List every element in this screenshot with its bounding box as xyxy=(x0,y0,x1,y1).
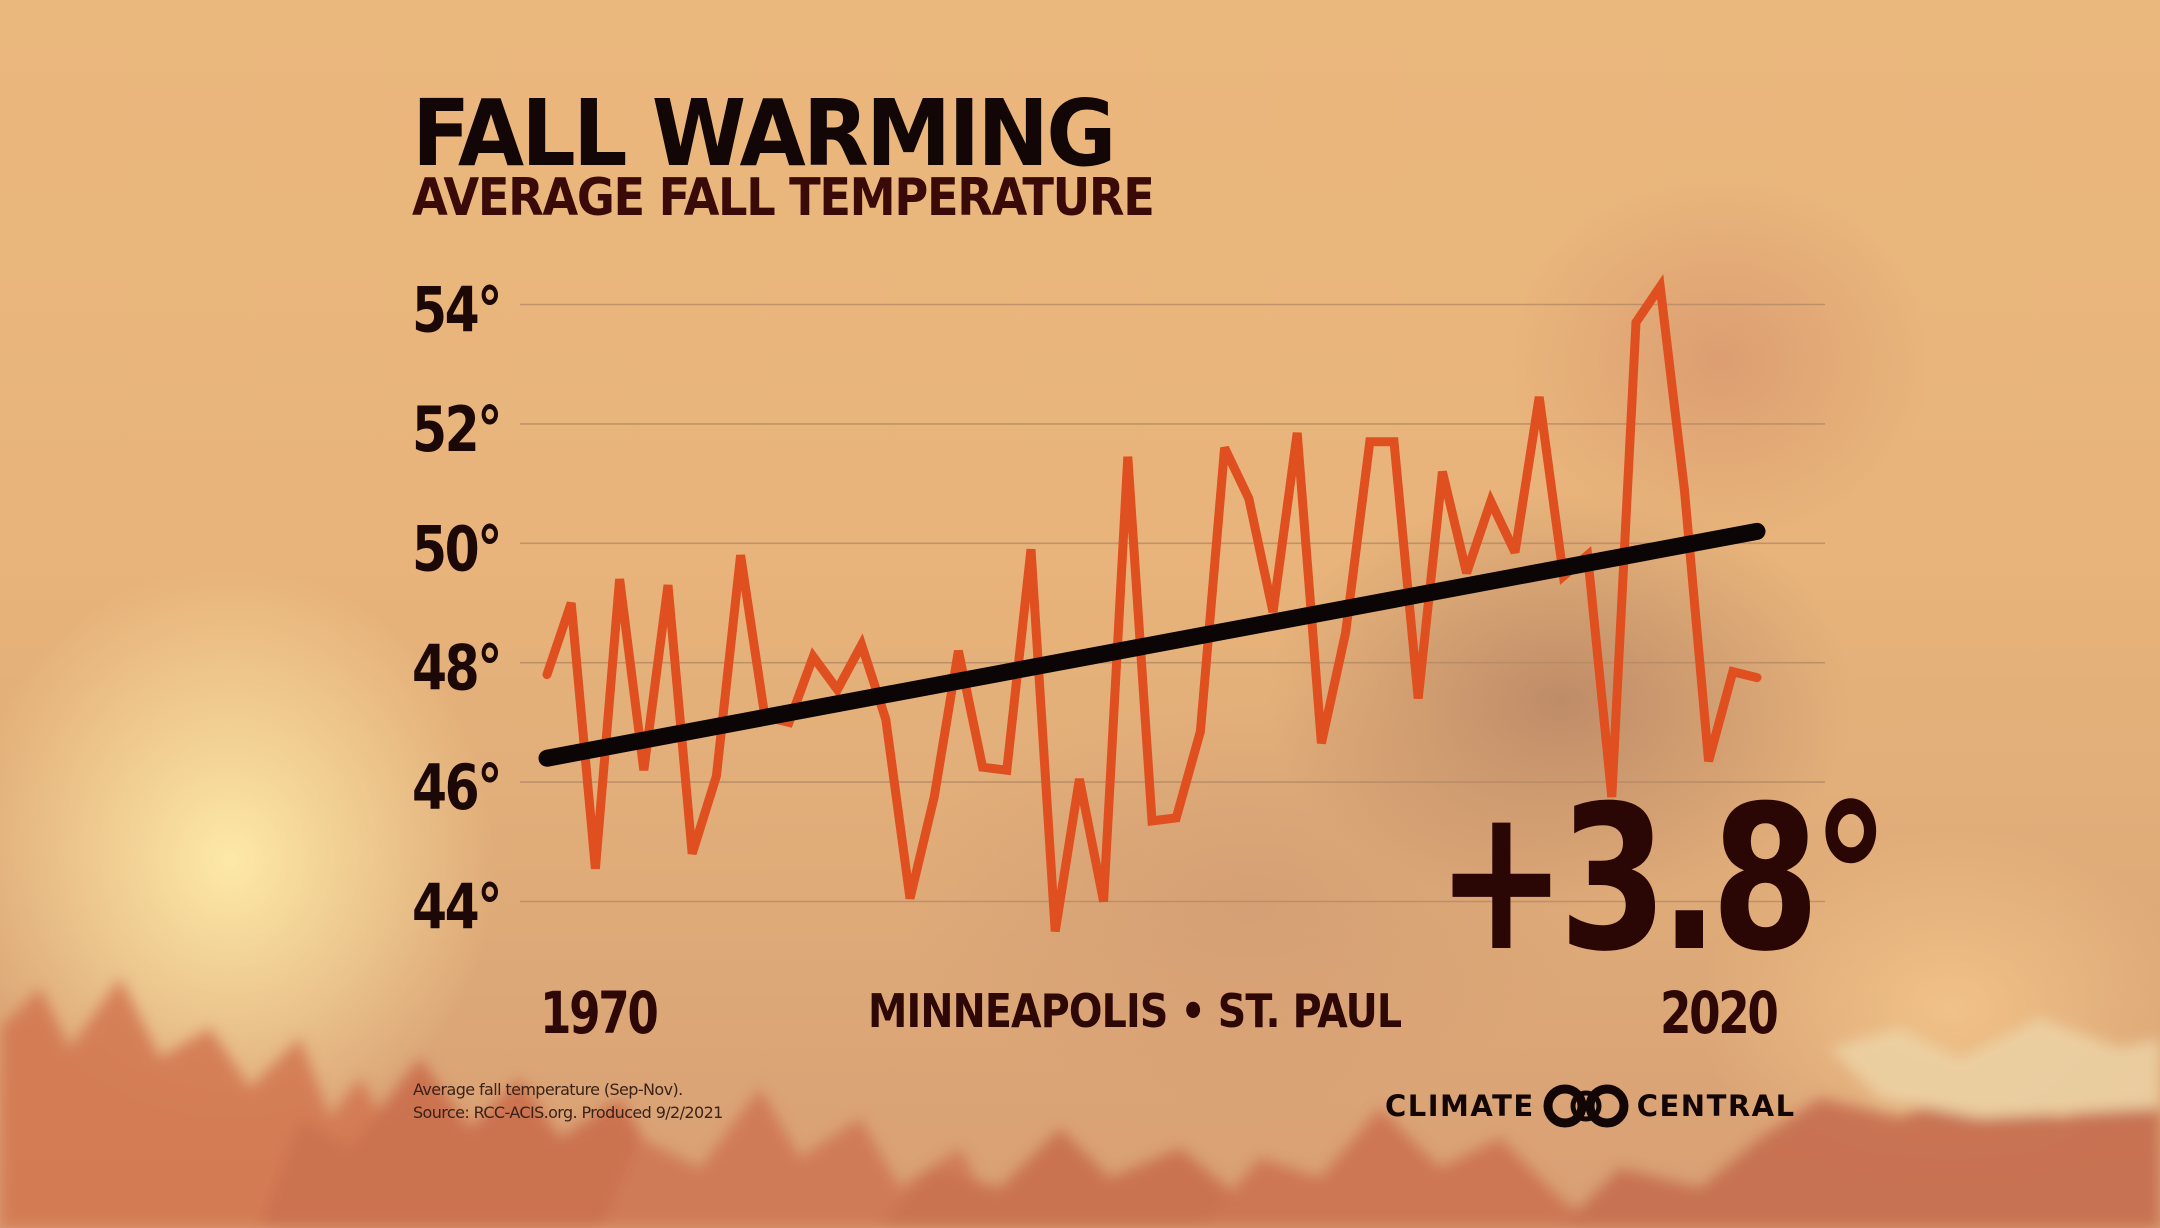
x-axis-start-label: 1970 xyxy=(540,979,659,1047)
leaf-shape xyxy=(880,1128,1300,1228)
interlocking-circles-logo-icon xyxy=(1543,1084,1629,1128)
leaf-shape xyxy=(600,1088,1000,1228)
y-tick-label-46: 46° xyxy=(412,751,500,824)
y-tick-label-50: 50° xyxy=(412,512,500,585)
footnote-description: Average fall temperature (Sep-Nov). xyxy=(413,1080,683,1099)
y-tick-label-48: 48° xyxy=(412,632,500,705)
leaf-shape xyxy=(1200,1108,1600,1228)
trend-line xyxy=(538,522,1766,767)
chart-subtitle: AVERAGE FALL TEMPERATURE xyxy=(412,168,1155,228)
y-axis-tick-labels: 44° 46° 48° 50° 52° 54° xyxy=(412,274,503,944)
temperature-change-annotation: +3.8° xyxy=(1436,763,1890,996)
chart-title: FALL WARMING xyxy=(412,80,1116,187)
y-tick-label-52: 52° xyxy=(412,393,500,466)
gridlines xyxy=(520,303,1825,903)
location-label: MINNEAPOLIS • ST. PAUL xyxy=(868,984,1402,1038)
y-tick-label-54: 54° xyxy=(412,274,500,347)
footnote-source: Source: RCC-ACIS.org. Produced 9/2/2021 xyxy=(413,1103,723,1122)
climate-central-logo: CLIMATE CENTRAL xyxy=(1385,1084,1796,1128)
logo-word-central: CENTRAL xyxy=(1636,1089,1796,1123)
temperature-series-line xyxy=(542,274,1762,933)
leaf-shape xyxy=(260,1058,700,1228)
x-axis-end-label: 2020 xyxy=(1660,979,1779,1047)
data-series xyxy=(538,274,1766,933)
logo-word-climate: CLIMATE xyxy=(1385,1089,1535,1123)
leaf-shape xyxy=(1830,1018,2160,1118)
y-tick-label-44: 44° xyxy=(412,871,500,944)
source-footnote: Average fall temperature (Sep-Nov). Sour… xyxy=(413,1078,723,1124)
autumn-leaves-decoration xyxy=(0,978,2160,1228)
